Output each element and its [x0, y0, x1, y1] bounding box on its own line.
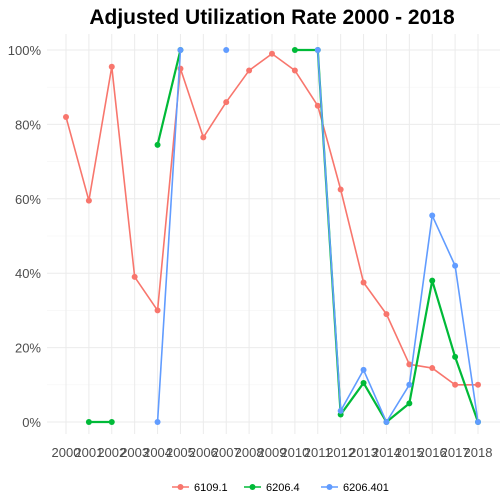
y-tick-label: 100%	[8, 43, 42, 58]
x-tick-label: 2000	[52, 445, 81, 460]
data-point	[85, 419, 92, 425]
legend-label: 6206.4	[266, 482, 300, 494]
data-point	[383, 419, 390, 425]
x-tick-label: 2017	[441, 445, 470, 460]
series-6206.401	[154, 47, 481, 425]
grid	[47, 34, 500, 434]
x-axis-ticks: 2000200120022003200420052006200720082009…	[52, 445, 493, 460]
data-point	[131, 273, 138, 280]
data-point	[475, 381, 481, 388]
series-line	[156, 49, 182, 146]
x-tick-label: 2003	[120, 445, 149, 460]
data-point	[406, 400, 413, 407]
data-point	[360, 366, 367, 373]
data-point	[223, 47, 230, 53]
x-tick-label: 2002	[97, 445, 126, 460]
x-tick-label: 2009	[258, 445, 287, 460]
data-point	[406, 381, 413, 388]
data-point	[200, 134, 207, 141]
data-point	[154, 307, 161, 314]
y-axis-ticks: 0% 20% 40% 60% 80% 100%	[8, 43, 42, 430]
x-tick-label: 2004	[143, 445, 172, 460]
data-point	[177, 47, 184, 53]
data-point	[291, 47, 298, 53]
data-point	[314, 102, 321, 109]
data-point	[314, 47, 321, 53]
x-tick-label: 2012	[326, 445, 355, 460]
x-tick-label: 2005	[166, 445, 195, 460]
data-point	[452, 353, 459, 360]
data-point	[223, 99, 230, 106]
legend-swatch-point	[249, 484, 256, 490]
x-tick-label: 2010	[280, 445, 309, 460]
x-tick-label: 2016	[418, 445, 447, 460]
data-point	[291, 67, 298, 74]
data-point	[429, 277, 436, 284]
x-tick-label: 2013	[349, 445, 378, 460]
x-tick-label: 2015	[395, 445, 424, 460]
legend-label: 6206.401	[343, 482, 389, 494]
data-point	[63, 113, 69, 120]
data-point	[360, 279, 367, 286]
x-tick-label: 2007	[212, 445, 241, 460]
data-point	[85, 197, 92, 204]
x-tick-label: 2011	[304, 445, 332, 460]
data-point	[177, 65, 184, 72]
x-tick-label: 2006	[189, 445, 218, 460]
data-point	[452, 262, 459, 269]
data-point	[154, 419, 161, 425]
series-line	[316, 49, 479, 423]
data-point	[246, 67, 253, 74]
y-tick-label: 0%	[22, 415, 41, 430]
legend-swatch-point	[326, 484, 333, 490]
y-tick-label: 80%	[15, 117, 41, 132]
legend-item: 6206.401	[321, 482, 389, 494]
data-point	[108, 63, 115, 70]
data-point	[406, 361, 413, 368]
data-point	[269, 50, 275, 57]
series-line	[156, 49, 182, 423]
y-tick-label: 60%	[15, 192, 41, 207]
x-tick-label: 2008	[235, 445, 264, 460]
x-tick-label: 2018	[464, 445, 493, 460]
legend-item: 6109.1	[172, 482, 228, 494]
chart-title: Adjusted Utilization Rate 2000 - 2018	[89, 6, 455, 29]
x-tick-label: 2001	[74, 445, 103, 460]
series-layer	[63, 47, 481, 425]
data-point	[452, 381, 459, 388]
data-point	[475, 419, 481, 425]
legend-swatch-point	[177, 484, 184, 490]
x-tick-label: 2014	[372, 445, 401, 460]
data-point	[429, 212, 436, 219]
legend: 6109.1 6206.4 6206.401	[172, 482, 389, 494]
legend-label: 6109.1	[194, 482, 228, 494]
y-tick-label: 40%	[15, 266, 41, 281]
series-6109.1	[63, 50, 481, 388]
data-point	[429, 365, 436, 372]
data-point	[383, 311, 390, 318]
data-point	[360, 379, 367, 386]
data-point	[337, 407, 344, 414]
data-point	[108, 419, 115, 425]
y-tick-label: 20%	[15, 341, 41, 356]
data-point	[154, 141, 161, 148]
legend-item: 6206.4	[244, 482, 300, 494]
data-point	[337, 186, 344, 193]
